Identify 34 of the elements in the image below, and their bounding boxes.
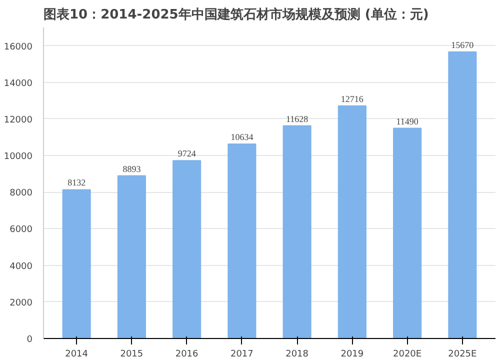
bar [338, 105, 366, 338]
y-tick-label: 4000 [10, 262, 33, 272]
y-tick-label: 10000 [4, 152, 33, 162]
chart-title: 图表10：2014-2025年中国建筑石材市场规模及预测 (单位：元) [44, 6, 429, 22]
y-tick-label: 6000 [10, 225, 33, 236]
x-tick-label: 2018 [286, 350, 309, 360]
y-tick-label: 16000 [4, 42, 33, 52]
x-tick-label: 2025E [448, 350, 478, 360]
data-label: 9724 [178, 148, 196, 159]
data-label: 10634 [230, 132, 254, 142]
bar [228, 143, 256, 338]
bar [62, 189, 91, 338]
x-tick-label: 2017 [230, 350, 254, 360]
data-label: 8132 [68, 178, 86, 188]
y-tick-label: 14000 [4, 78, 33, 89]
y-tick-label: 8000 [10, 188, 33, 199]
x-tick-label: 2014 [65, 350, 88, 360]
bar [448, 51, 477, 338]
y-tick-label: 2000 [10, 298, 33, 308]
x-tick-label: 2016 [175, 350, 199, 360]
x-tick-label: 2015 [120, 350, 144, 360]
x-tick-label: 2020E [393, 350, 422, 360]
bar [172, 160, 202, 338]
x-tick-label: 2019 [340, 350, 364, 360]
data-label: 15670 [451, 40, 474, 50]
y-tick-label: 0 [26, 335, 33, 345]
data-label: 8893 [122, 164, 142, 174]
data-label: 11490 [396, 116, 419, 126]
data-label: 11628 [286, 114, 309, 124]
bar [282, 125, 312, 338]
y-tick-label: 12000 [4, 115, 33, 126]
bar [393, 128, 422, 338]
data-label: 12716 [340, 94, 364, 104]
bar [117, 175, 146, 338]
